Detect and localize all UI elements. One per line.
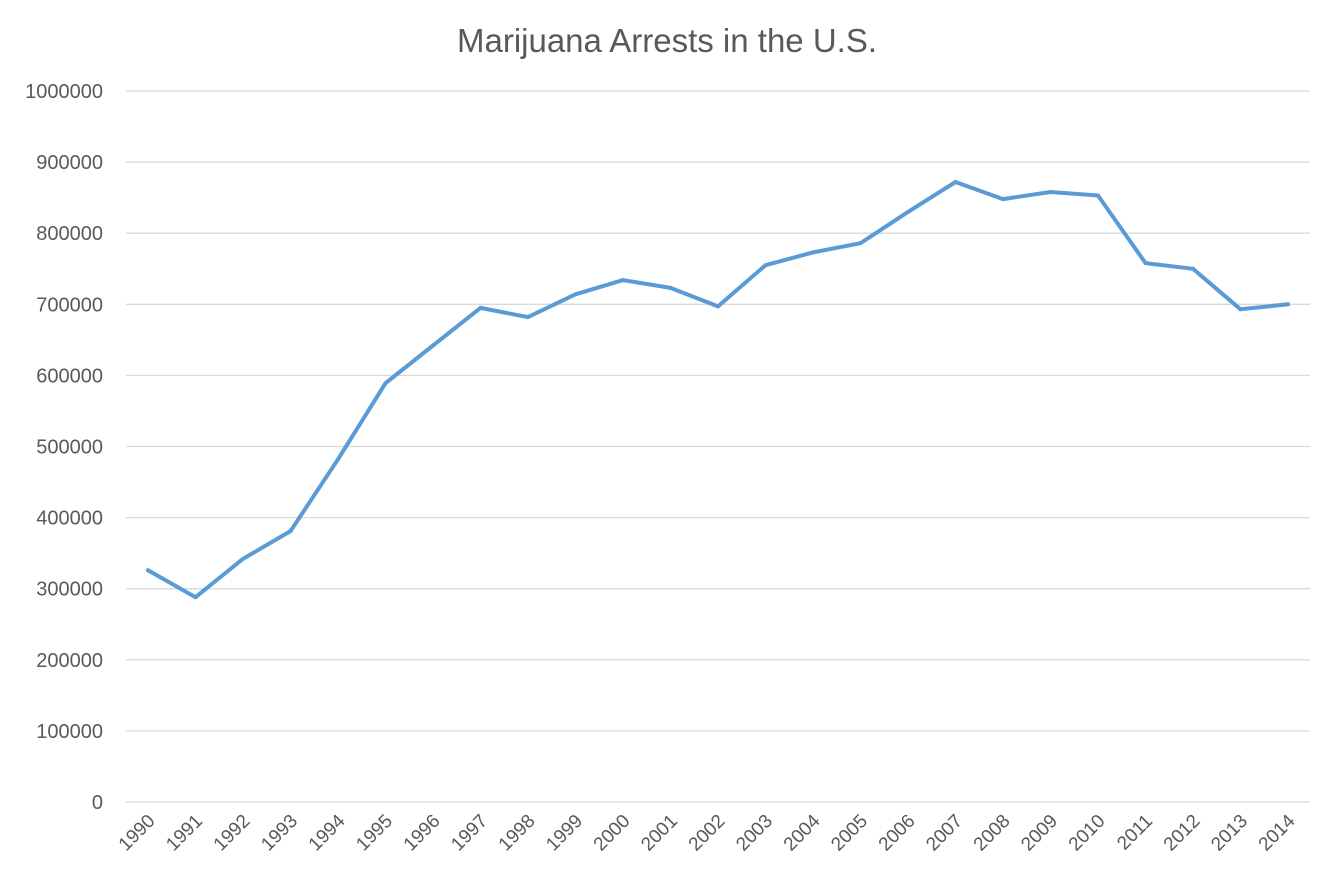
data-point-2003 (763, 263, 768, 268)
data-point-1997 (478, 305, 483, 310)
data-point-1995 (383, 381, 388, 386)
data-point-2011 (1143, 261, 1148, 266)
data-point-2008 (1001, 197, 1005, 202)
data-point-2001 (668, 285, 673, 290)
x-tick-label: 2005 (827, 811, 872, 856)
x-tick-label: 2006 (875, 811, 920, 856)
series-line (146, 180, 1290, 600)
data-point-2014 (1286, 302, 1290, 307)
data-point-2000 (621, 278, 625, 283)
data-point-1993 (288, 529, 293, 534)
data-point-1994 (336, 457, 340, 462)
data-point-1996 (431, 343, 435, 348)
data-point-2007 (953, 180, 958, 185)
data-point-1992 (241, 556, 245, 561)
data-point-2009 (1048, 189, 1053, 194)
x-tick-label: 2013 (1207, 811, 1252, 856)
y-tick-label: 800000 (36, 223, 103, 245)
y-tick-label: 900000 (36, 152, 103, 174)
x-tick-label: 1998 (495, 811, 540, 856)
x-tick-label: 1999 (542, 811, 587, 856)
x-axis-tick-labels: 1990 1991 1992 1993 1994 1995 1996 1997 1998 1999… (115, 810, 1300, 855)
x-tick-label: 2001 (637, 811, 682, 856)
chart-title: Marijuana Arrests in the U.S. (457, 22, 877, 59)
x-tick-label: 2008 (970, 811, 1015, 856)
x-tick-label: 2007 (922, 811, 967, 856)
data-point-2013 (1238, 307, 1243, 312)
x-tick-label: 2011 (1113, 811, 1157, 855)
x-tick-label: 1996 (400, 811, 445, 856)
x-tick-label: 2012 (1160, 811, 1205, 856)
x-tick-label: 1997 (447, 811, 492, 856)
data-point-1999 (573, 292, 578, 297)
data-point-1998 (526, 315, 530, 320)
y-tick-label: 200000 (36, 650, 103, 672)
data-point-1991 (193, 595, 198, 600)
x-tick-label: 2002 (685, 811, 730, 856)
x-tick-label: 1990 (115, 811, 160, 856)
data-point-2012 (1191, 266, 1195, 271)
y-axis-tick-labels: 0 100000 200000 300000 400000 500000 600000 700… (25, 81, 103, 814)
x-tick-label: 2004 (780, 810, 825, 855)
x-tick-label: 1992 (210, 811, 255, 856)
data-point-2002 (716, 304, 720, 309)
x-tick-label: 1994 (305, 810, 350, 855)
y-tick-label: 300000 (36, 579, 103, 601)
data-point-2010 (1096, 193, 1100, 198)
x-tick-label: 1995 (352, 811, 397, 856)
gridlines (126, 90, 1310, 803)
x-tick-label: 2009 (1017, 811, 1062, 856)
y-tick-label: 100000 (36, 721, 103, 743)
data-point-2006 (906, 209, 910, 214)
y-tick-label: 0 (92, 792, 103, 814)
series-layer (146, 180, 1290, 600)
x-tick-label: 1991 (162, 811, 207, 856)
data-point-2004 (811, 250, 815, 255)
x-tick-label: 2014 (1255, 810, 1300, 855)
x-tick-label: 2003 (732, 811, 777, 856)
data-point-2005 (858, 241, 863, 246)
data-point-1990 (146, 568, 150, 573)
x-tick-label: 1993 (257, 811, 302, 856)
y-tick-label: 700000 (36, 294, 103, 316)
y-tick-label: 500000 (36, 437, 103, 459)
y-tick-label: 1000000 (25, 81, 103, 103)
y-tick-label: 400000 (36, 508, 103, 530)
y-tick-label: 600000 (36, 365, 103, 387)
x-tick-label: 2000 (590, 811, 635, 856)
x-tick-label: 2010 (1065, 811, 1110, 856)
